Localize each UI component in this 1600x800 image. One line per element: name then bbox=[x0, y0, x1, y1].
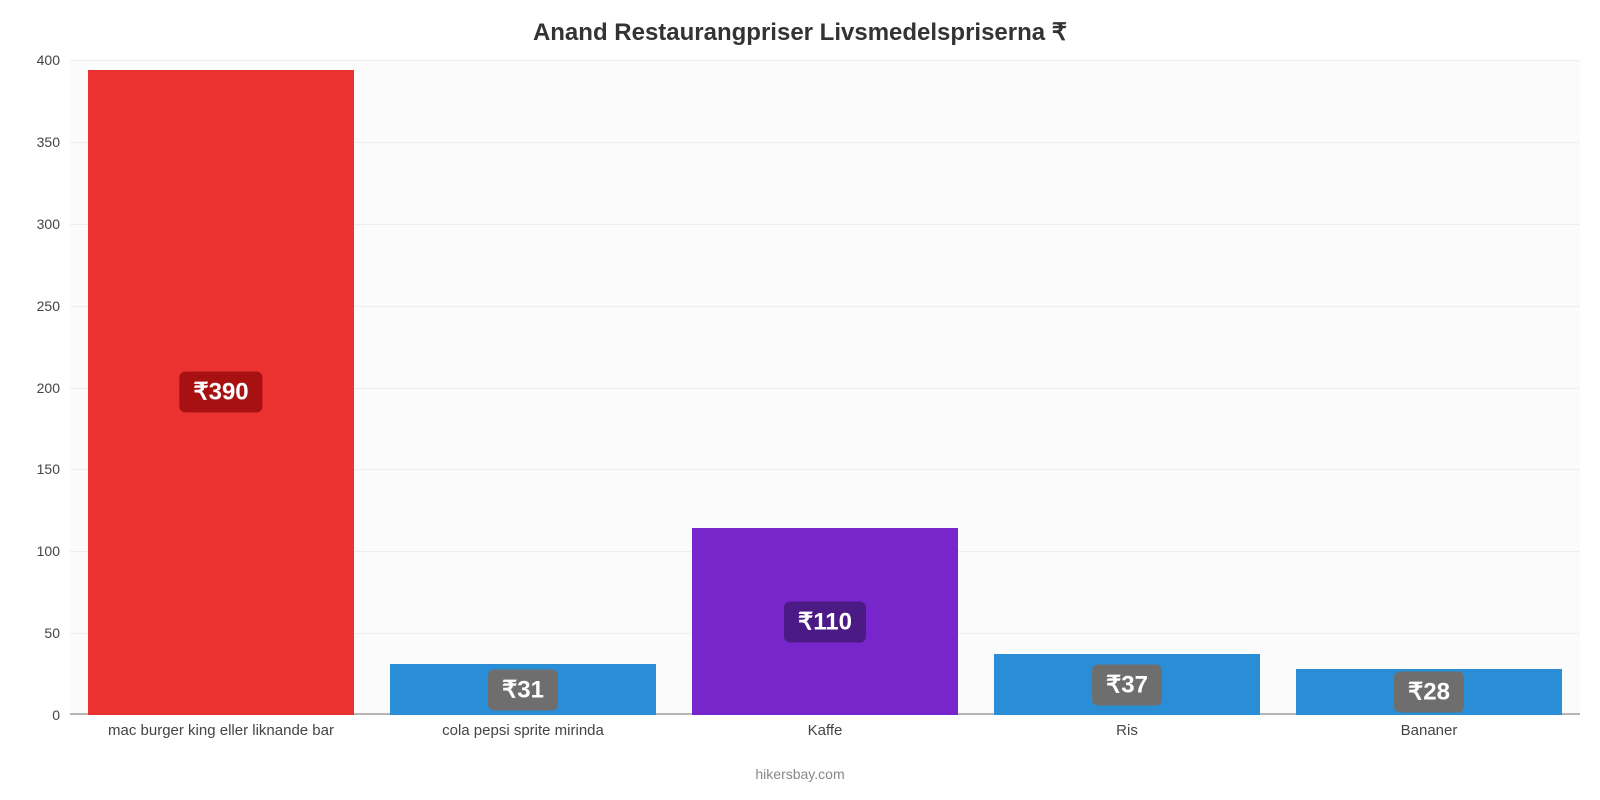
value-label: ₹390 bbox=[179, 372, 262, 413]
price-bar-chart: Anand Restaurangpriser Livsmedelsprisern… bbox=[0, 0, 1600, 800]
xtick-label: Bananer bbox=[1401, 722, 1458, 739]
xtick-label: cola pepsi sprite mirinda bbox=[442, 722, 604, 739]
xtick-label: Ris bbox=[1116, 722, 1138, 739]
value-label: ₹28 bbox=[1394, 672, 1464, 713]
attribution-text: hikersbay.com bbox=[0, 766, 1600, 782]
xtick-label: Kaffe bbox=[808, 722, 843, 739]
ytick-label: 400 bbox=[10, 52, 60, 68]
chart-title: Anand Restaurangpriser Livsmedelsprisern… bbox=[0, 18, 1600, 47]
ytick-label: 0 bbox=[10, 707, 60, 723]
ytick-label: 150 bbox=[10, 461, 60, 477]
value-label: ₹31 bbox=[488, 669, 558, 710]
xtick-label: mac burger king eller liknande bar bbox=[108, 722, 334, 739]
value-label: ₹110 bbox=[784, 601, 866, 642]
ytick-label: 50 bbox=[10, 625, 60, 641]
ytick-label: 100 bbox=[10, 543, 60, 559]
value-label: ₹37 bbox=[1092, 664, 1162, 705]
plot-area: ₹390 ₹31 ₹110 ₹37 ₹28 bbox=[70, 60, 1580, 715]
ytick-label: 250 bbox=[10, 298, 60, 314]
gridline bbox=[70, 60, 1580, 61]
ytick-label: 300 bbox=[10, 216, 60, 232]
ytick-label: 350 bbox=[10, 134, 60, 150]
ytick-label: 200 bbox=[10, 380, 60, 396]
